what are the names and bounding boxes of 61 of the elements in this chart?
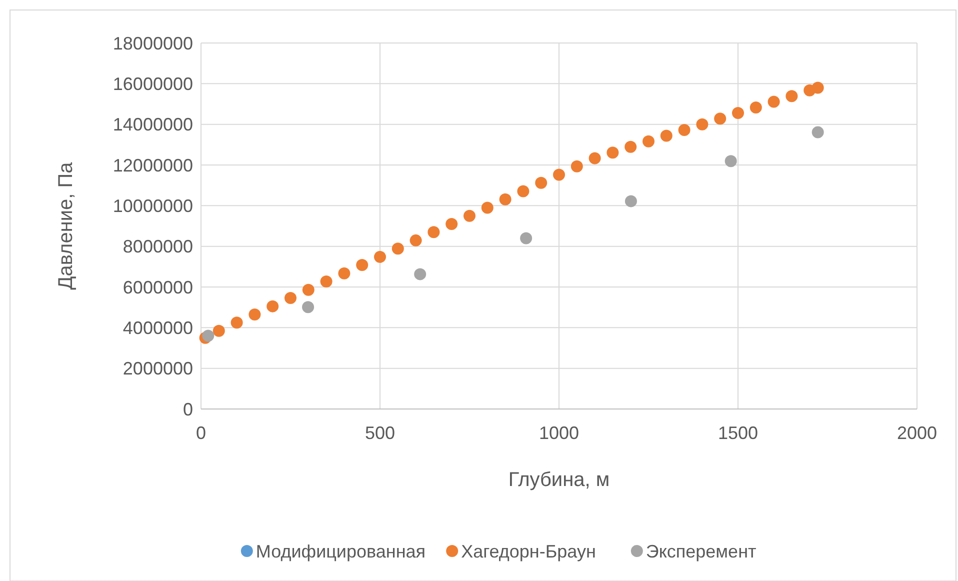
point xyxy=(356,259,368,272)
y-tick-label: 10000000 xyxy=(112,196,193,216)
x-tick-label: 1500 xyxy=(718,423,758,443)
point xyxy=(570,160,583,172)
y-tick-label: 18000000 xyxy=(112,33,193,54)
y-tick-label: 12000000 xyxy=(112,155,193,176)
point xyxy=(212,324,225,337)
y-tick-label: 16000000 xyxy=(112,74,193,94)
point xyxy=(410,234,422,246)
point xyxy=(678,124,690,136)
point xyxy=(750,101,762,114)
x-tick-label: 0 xyxy=(196,423,206,443)
y-tick-label: 4000000 xyxy=(122,318,193,338)
point xyxy=(481,202,494,214)
legend-label: Хагедорн-Браун xyxy=(461,541,596,562)
point xyxy=(786,90,798,102)
y-tick-label: 2000000 xyxy=(122,358,193,379)
point xyxy=(202,330,214,342)
point xyxy=(302,284,314,296)
point xyxy=(812,126,824,138)
point xyxy=(392,242,404,255)
x-tick-label: 2000 xyxy=(896,423,938,443)
point xyxy=(724,155,737,168)
point xyxy=(812,82,824,94)
point xyxy=(732,106,744,119)
y-axis-title: Давление, Па xyxy=(55,161,77,290)
point xyxy=(606,146,619,159)
point xyxy=(499,193,512,206)
point xyxy=(624,195,637,208)
point xyxy=(517,185,530,198)
x-tick-label: 500 xyxy=(364,423,396,443)
point xyxy=(535,176,548,189)
point xyxy=(464,210,476,222)
point xyxy=(414,268,426,280)
point xyxy=(624,140,637,153)
x-tick-label: 1000 xyxy=(538,423,580,443)
point xyxy=(338,267,350,280)
point xyxy=(302,301,314,314)
y-tick-label: 0 xyxy=(182,399,193,420)
point xyxy=(428,226,440,238)
y-tick-label: 6000000 xyxy=(122,277,193,298)
point xyxy=(230,316,243,329)
legend-label: Эксперемент xyxy=(646,541,756,562)
point xyxy=(660,130,672,142)
point xyxy=(714,112,726,125)
point xyxy=(768,96,780,108)
point xyxy=(266,300,279,312)
point xyxy=(520,232,532,244)
y-tick-label: 14000000 xyxy=(112,114,193,135)
point xyxy=(642,135,654,148)
legend-label: Модифицированная xyxy=(256,541,426,562)
x-axis-title: Глубина, м xyxy=(508,469,610,491)
point xyxy=(696,118,708,130)
point xyxy=(553,168,565,181)
y-tick-label: 8000000 xyxy=(122,236,193,257)
point xyxy=(248,308,261,320)
point xyxy=(446,218,458,230)
point xyxy=(588,152,601,164)
point xyxy=(374,250,386,263)
point xyxy=(284,292,296,304)
point xyxy=(320,276,332,288)
